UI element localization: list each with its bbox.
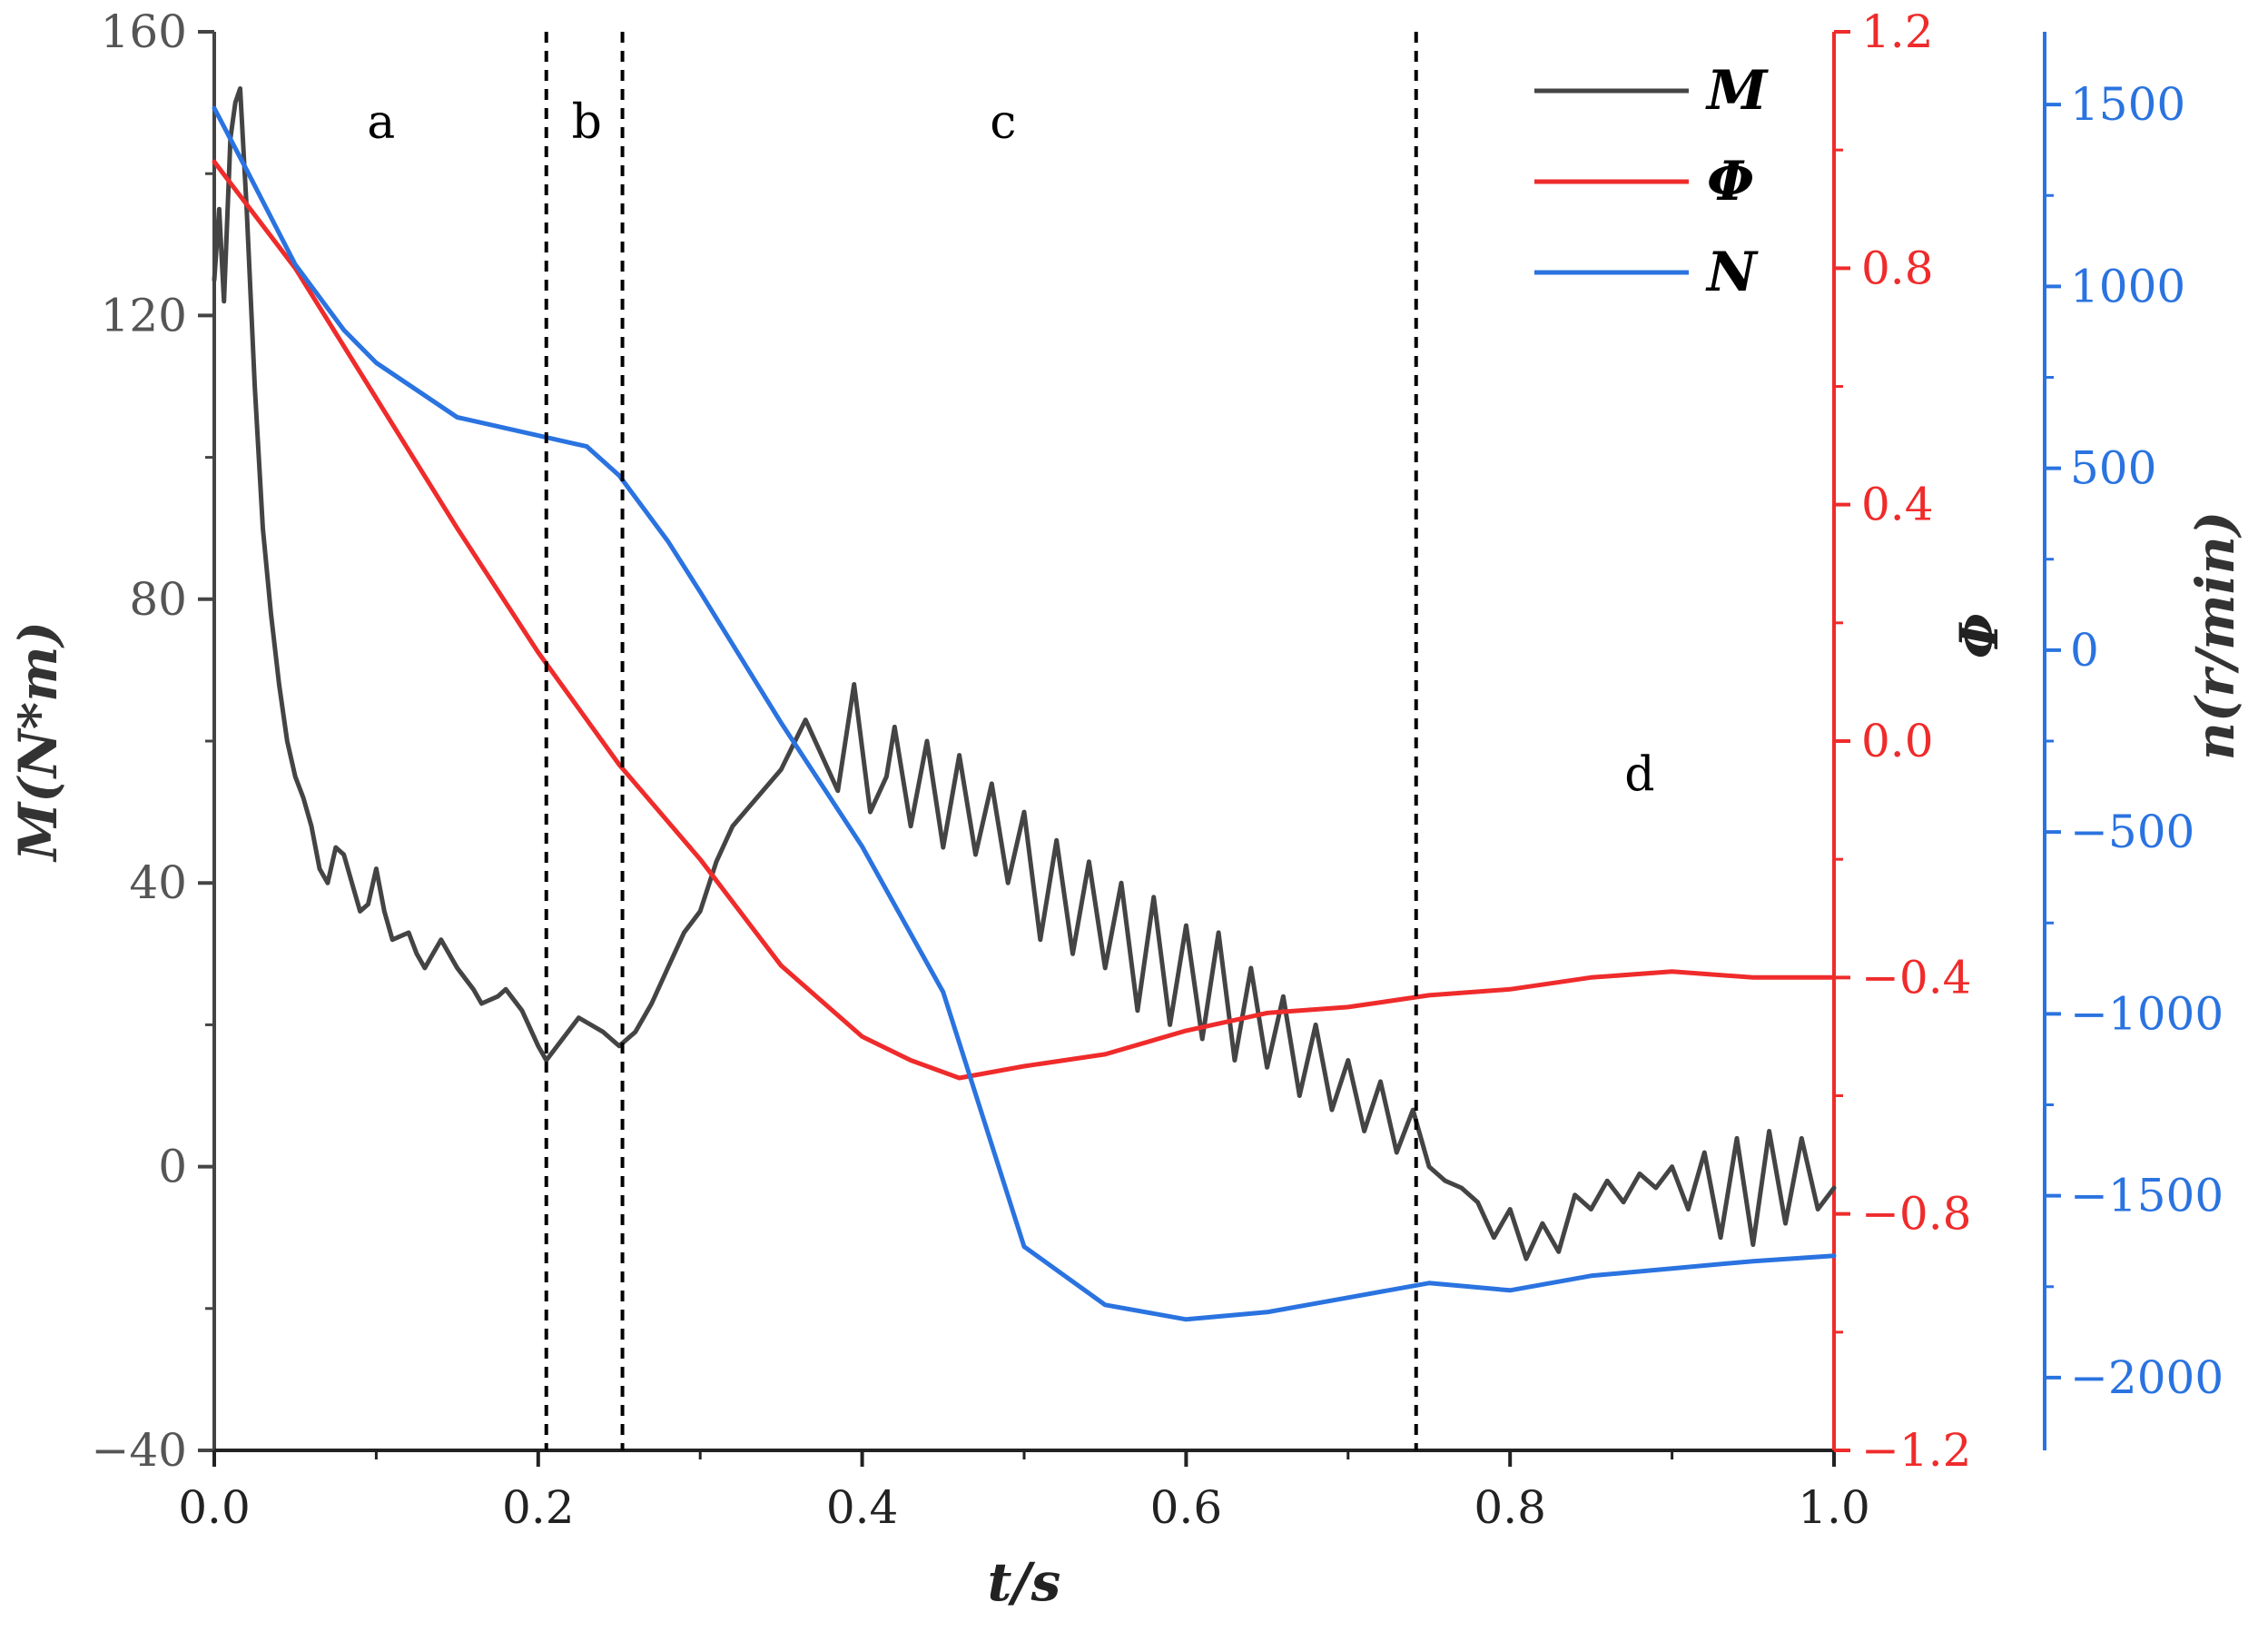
legend-entry-n: N [1705, 241, 1759, 304]
x-axis-title: t/s [988, 1551, 1061, 1613]
phi-axis-tick-label: 0.8 [1861, 242, 1934, 294]
m-axis-tick-label: 80 [129, 573, 187, 626]
m-axis-tick-label: −40 [91, 1424, 187, 1477]
x-axis-tick-label: 0.2 [502, 1481, 575, 1534]
phi-axis-title: Φ [1948, 613, 2010, 659]
axes: −40 0 40 80 120 160 M(N*m) 0.0 0.2 0.4 0.6 0.8 1.0 t/… [7, 5, 2246, 1613]
series-line-phi [212, 159, 1837, 1081]
n-axis-tick-label: 0 [2070, 624, 2099, 677]
phi-axis-tick-label: −1.2 [1861, 1424, 1971, 1477]
legend-entry-phi: Φ [1707, 150, 1754, 213]
region-label-c: c [990, 95, 1016, 150]
x-axis-tick-label: 0.8 [1474, 1481, 1546, 1534]
m-axis-tick-label: 0 [158, 1141, 187, 1193]
legend: MΦN [1534, 59, 1769, 304]
n-axis-tick-label: 500 [2070, 442, 2156, 495]
series-line-n [212, 105, 1837, 1322]
m-axis-title: M(N*m) [7, 621, 69, 863]
phi-axis-tick-label: 1.2 [1861, 5, 1934, 58]
region-label-d: d [1624, 748, 1654, 803]
n-axis-tick-label: −2000 [2070, 1351, 2224, 1404]
x-axis-tick-label: 0.6 [1150, 1481, 1223, 1534]
n-axis-tick-label: −500 [2070, 806, 2194, 858]
region-label-a: a [367, 95, 395, 150]
labels-group: a b c d [367, 32, 1655, 1450]
n-axis-tick-label: −1500 [2070, 1170, 2224, 1222]
region-label-b: b [572, 95, 602, 150]
x-axis-tick-label: 1.0 [1798, 1481, 1870, 1534]
m-axis-tick-label: 40 [129, 856, 187, 909]
legend-entry-M: M [1705, 59, 1769, 123]
m-axis-tick-label: 120 [101, 289, 187, 341]
phi-axis-tick-label: 0.4 [1861, 479, 1934, 531]
phi-axis-tick-label: −0.8 [1861, 1188, 1971, 1241]
x-axis-tick-label: 0.0 [178, 1481, 251, 1534]
m-axis-tick-label: 160 [101, 5, 187, 58]
n-axis-tick-label: 1500 [2070, 78, 2185, 131]
n-axis-tick-label: 1000 [2070, 260, 2185, 312]
n-axis-title: n(r/min) [2184, 511, 2246, 760]
x-axis-tick-label: 0.4 [826, 1481, 899, 1534]
series-line-M [212, 86, 1837, 1261]
phi-axis-tick-label: 0.0 [1861, 715, 1934, 767]
n-axis-tick-label: −1000 [2070, 987, 2224, 1040]
phi-axis-tick-label: −0.4 [1861, 951, 1971, 1004]
series-group [212, 86, 1837, 1322]
